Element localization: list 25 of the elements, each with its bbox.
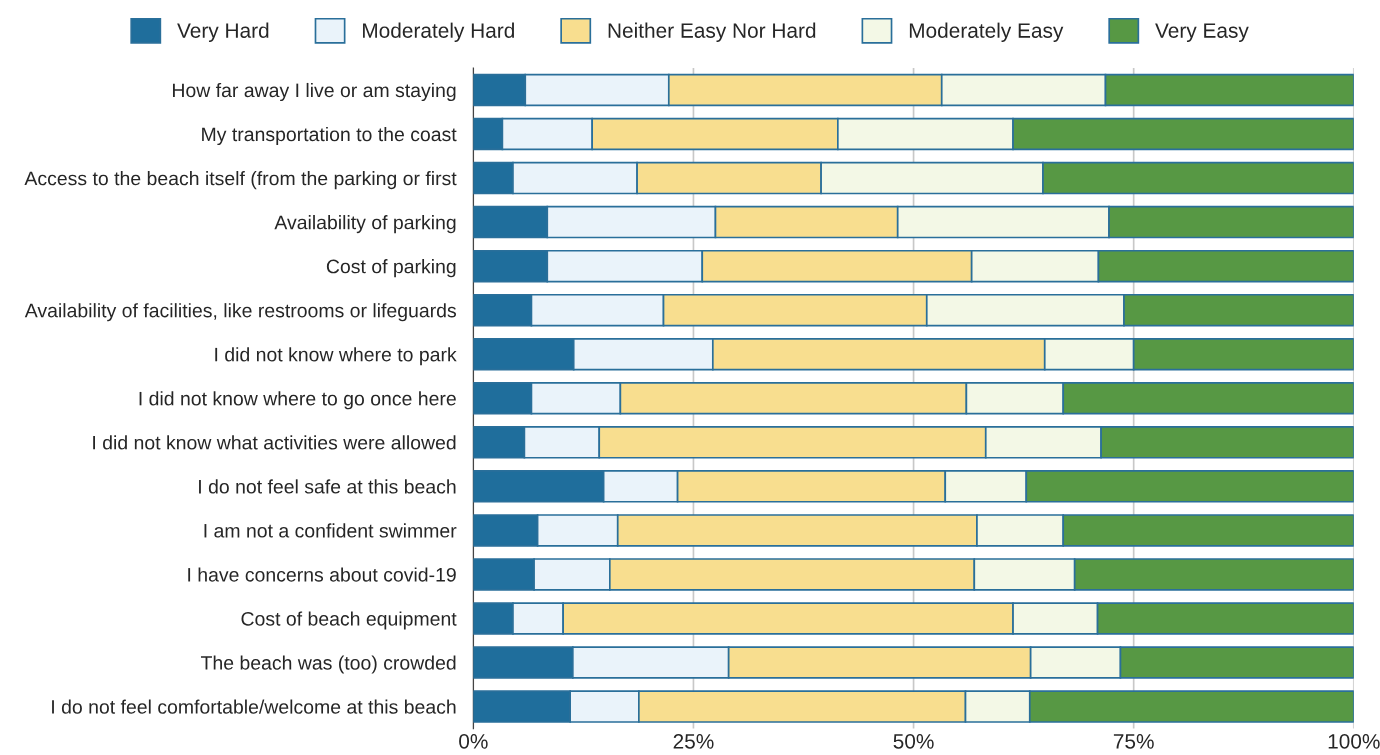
legend-label: Moderately Hard (363, 22, 514, 43)
y-tick-label: My transportation to the coast (202, 126, 457, 146)
y-tick-label: I did not know what activities were allowed (93, 435, 456, 450)
y-tick-label: Availability of facilities, like restrooms or lifeguards (24, 303, 456, 322)
y-tick-label: Access to the beach itself (from the parking or first (24, 171, 457, 190)
y-tick-label: I am not a confident swimmer (204, 523, 457, 538)
y-tick-label: I did not know where to park (215, 347, 457, 366)
x-tick-label: 75% (1113, 734, 1154, 749)
x-tick-label: 25% (673, 733, 714, 749)
y-tick-label: I do not feel comfortable/welcome at this beach (52, 699, 456, 714)
legend-label: Neither Easy Nor Hard (608, 22, 816, 43)
y-tick-label: Cost of beach equipment (241, 611, 457, 630)
x-tick-label: 0% (459, 733, 488, 749)
x-tick-label: 100% (1328, 733, 1380, 749)
y-tick-label: I did not know where to go once here (139, 391, 456, 410)
legend-label: Very Hard (177, 22, 269, 43)
y-tick-label: How far away I live or am staying (173, 82, 456, 102)
y-tick-label: The beach was (too) crowded (200, 655, 456, 674)
x-tick-label: 50% (893, 733, 934, 749)
y-tick-label: Availability of parking (274, 215, 456, 234)
legend-label: Moderately Easy (909, 22, 1064, 43)
y-tick-label: I have concerns about covid-19 (188, 567, 456, 582)
y-tick-label: I do not feel safe at this beach (199, 479, 456, 494)
y-tick-label: Cost of parking (326, 259, 456, 278)
legend-label: Very Easy (1155, 23, 1249, 43)
